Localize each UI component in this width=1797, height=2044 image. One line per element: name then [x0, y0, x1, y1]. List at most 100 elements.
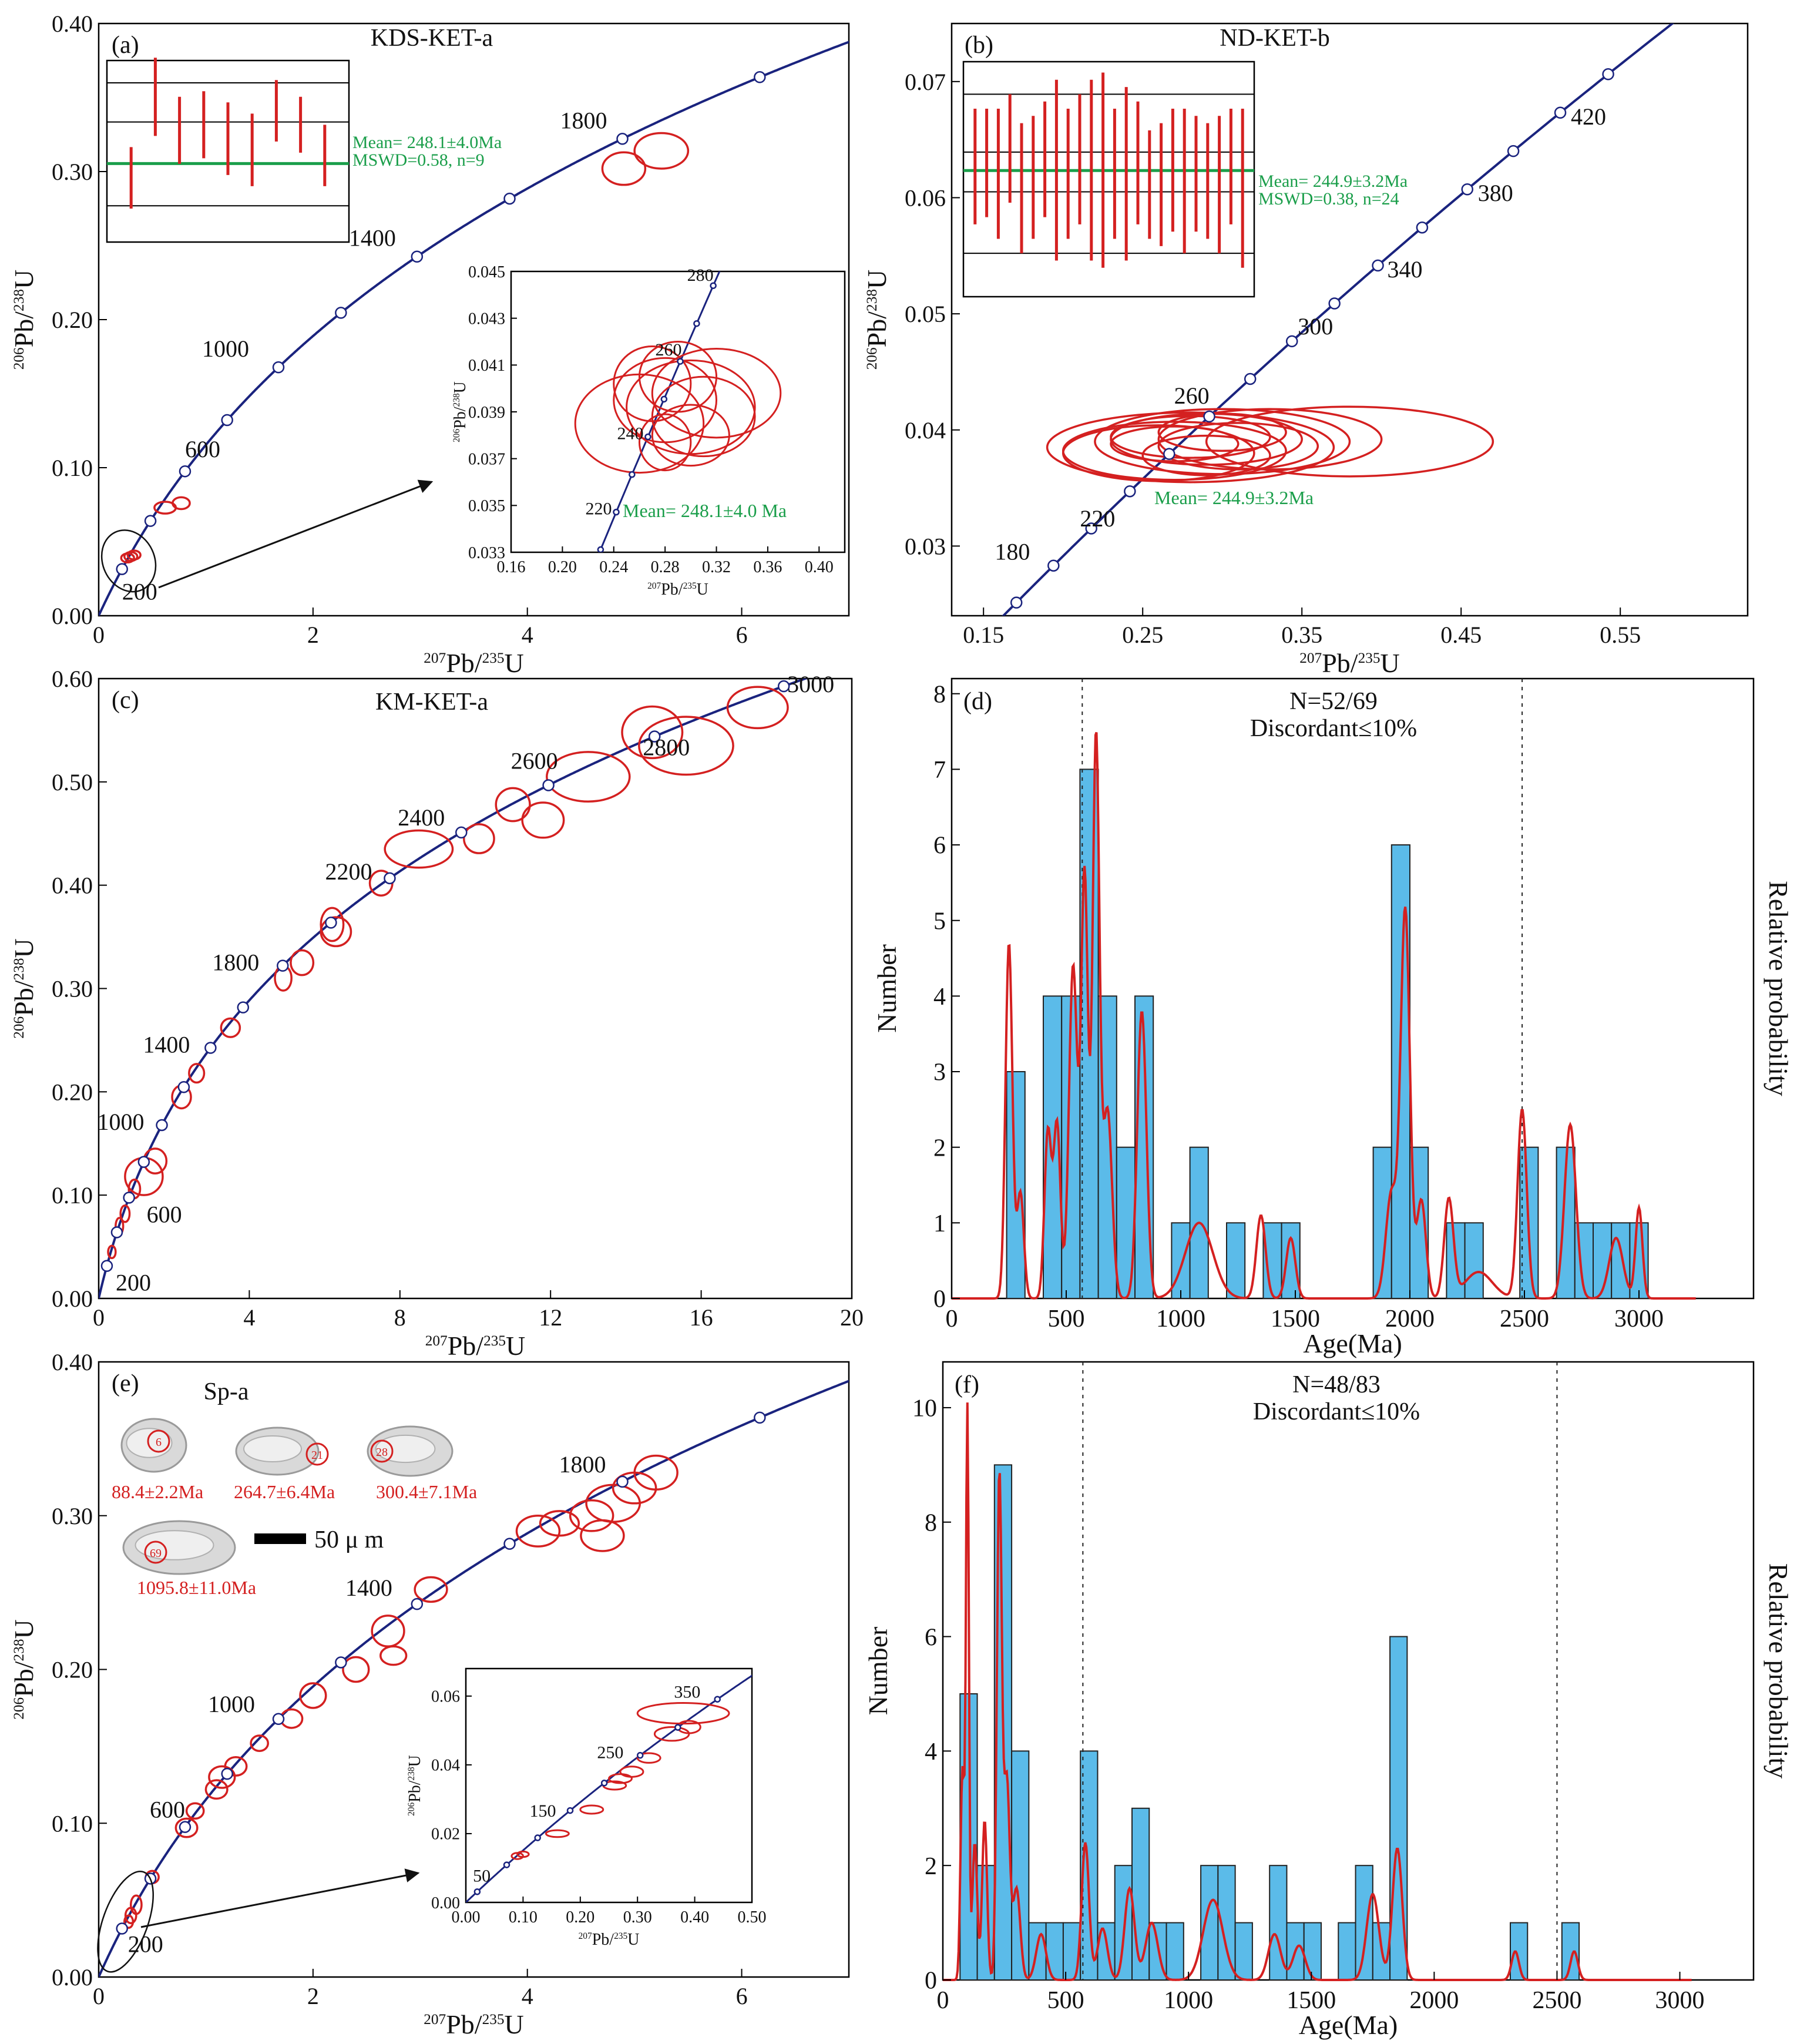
- plot-area: [99, 679, 810, 1298]
- error-ellipse: [1110, 425, 1240, 462]
- age-mark: [1507, 145, 1520, 157]
- discordance-filter: Discordant≤10%: [1250, 715, 1417, 742]
- y-axis-tick-label: 0.10: [52, 1182, 93, 1209]
- zoom-x-axis-title-super: 235: [683, 581, 697, 591]
- zoom-y-axis-tick-label: 0.039: [468, 404, 505, 422]
- zoom-y-axis-tick-label: 0.00: [431, 1894, 460, 1912]
- concordia-curve: [99, 41, 849, 616]
- y-axis-title-base: U: [9, 1619, 39, 1639]
- x-axis-title-base: U: [1381, 648, 1400, 678]
- age-mark: [503, 1861, 510, 1868]
- y-axis-tick-label: 0.03: [905, 533, 946, 559]
- age-mark: [660, 395, 668, 403]
- age-label: 1000: [98, 1109, 145, 1135]
- x-axis-tick-label: 8: [394, 1304, 406, 1331]
- highlight-circle: [100, 529, 157, 593]
- x-axis-title: 207Pb/235U: [424, 2009, 524, 2039]
- panel-f: 0 500 1000 1500 2000 2500 3000 0 2 4 6 8 10 (f) N=48/8…: [863, 1361, 1793, 2040]
- panel-label: (b): [965, 32, 993, 59]
- error-ellipse: [320, 907, 345, 942]
- zoom-x-axis-tick-label: 0.16: [497, 558, 526, 576]
- age-label: 150: [530, 1801, 556, 1821]
- age-mark: [277, 959, 289, 972]
- y-axis-tick-label: 0.40: [52, 872, 93, 899]
- age-mark: [221, 414, 233, 427]
- error-ellipse: [579, 1804, 604, 1815]
- x-axis-title-base: U: [505, 2009, 524, 2039]
- age-label: 200: [128, 1931, 163, 1958]
- age-mark: [156, 1119, 168, 1132]
- y-axis-tick-label: 0.10: [52, 1810, 93, 1837]
- spot-number: 69: [150, 1547, 162, 1560]
- age-label: 300: [1298, 313, 1333, 340]
- age-mark: [714, 1696, 721, 1703]
- zoom-x-axis-tick-label: 0.30: [623, 1908, 652, 1926]
- zoom-y-axis-tick-label: 0.035: [468, 497, 505, 515]
- y-axis-title-base: Pb/: [9, 980, 39, 1016]
- x-axis-tick-label: 1500: [1271, 1305, 1320, 1333]
- error-ellipse: [539, 1510, 580, 1537]
- age-label: 200: [116, 1270, 151, 1296]
- x-axis-tick-label: 0.45: [1440, 622, 1482, 648]
- zoom-inset-frame: [465, 1667, 753, 1904]
- histogram-bar: [1303, 1922, 1322, 1981]
- y-axis-tick-label: 0.05: [905, 301, 946, 327]
- zoom-y-axis-tick-label: 0.04: [431, 1757, 460, 1775]
- y-axis-title-super: 238: [11, 289, 27, 311]
- zoom-x-axis-tick-label: 0.36: [753, 558, 782, 576]
- age-mark: [237, 1001, 250, 1013]
- spot-number: 21: [311, 1449, 323, 1462]
- age-mark: [1372, 259, 1384, 272]
- x-axis-tick-label: 0: [93, 1983, 105, 2009]
- x-axis-title-super: 235: [482, 2011, 505, 2028]
- error-ellipse: [651, 347, 782, 439]
- age-label: 220: [585, 499, 612, 519]
- age-label: 1800: [560, 107, 607, 133]
- zircon-core: [135, 1530, 214, 1560]
- y-axis-tick-label: 2: [925, 1853, 937, 1880]
- panel-f-frame: [942, 1361, 1755, 1981]
- age-mark: [1085, 522, 1097, 535]
- x-axis-tick-label: 0: [93, 1304, 105, 1331]
- y-axis-title-base: U: [862, 270, 892, 289]
- zoom-x-axis-tick-label: 0.00: [452, 1908, 481, 1926]
- age-mark: [1416, 221, 1429, 234]
- panel-c-frame: [98, 677, 853, 1300]
- error-ellipse: [299, 1682, 327, 1709]
- y-axis-title-super: 238: [11, 1639, 27, 1661]
- error-ellipse: [290, 949, 315, 976]
- panel-title: KM-KET-a: [375, 689, 488, 716]
- zoom-y-axis-title-base: Pb/: [406, 1780, 424, 1803]
- age-label: 600: [150, 1797, 185, 1823]
- age-label: 50: [473, 1866, 491, 1885]
- x-axis-title-base: Pb/: [448, 1331, 484, 1361]
- age-mark: [272, 1713, 285, 1726]
- x-axis-title: 207Pb/235U: [425, 1331, 526, 1361]
- zoom-y-axis-title-base: U: [451, 381, 469, 393]
- y-axis-tick-label: 6: [933, 833, 946, 860]
- age-label: 2600: [511, 747, 558, 774]
- histogram-bar: [1234, 1922, 1253, 1981]
- age-mark: [636, 1751, 644, 1759]
- age-label: 1800: [559, 1451, 606, 1478]
- x-axis-tick-label: 500: [1047, 1987, 1084, 2014]
- error-ellipse: [636, 1752, 661, 1764]
- spot-number: 28: [376, 1446, 388, 1459]
- y-axis-title-super: 238: [864, 289, 880, 311]
- zoom-x-axis-title-super: 207: [579, 1931, 592, 1941]
- histogram-bar: [1226, 1222, 1246, 1300]
- x-axis-title: 207Pb/235U: [1299, 648, 1400, 678]
- y-axis-tick-label: 0.20: [52, 1657, 93, 1683]
- histogram-bar: [1510, 1922, 1529, 1981]
- plot-area: [1002, 24, 1675, 616]
- histogram-bar: [1011, 1750, 1030, 1981]
- y-axis-tick-label: 0.30: [52, 1503, 93, 1529]
- error-ellipse: [651, 404, 730, 467]
- y-axis-tick-label: 10: [912, 1395, 937, 1422]
- error-ellipse: [119, 1204, 131, 1223]
- age-mark: [116, 563, 128, 575]
- y-axis-tick-label: 0.20: [52, 307, 93, 333]
- age-mark: [613, 508, 620, 516]
- zircon-grain-images: 6 21 28 69 88.4±2.2Ma 264.7±6.4Ma 300.4±7.1Ma 1…: [112, 1418, 477, 1598]
- plot-area: [99, 1380, 849, 1977]
